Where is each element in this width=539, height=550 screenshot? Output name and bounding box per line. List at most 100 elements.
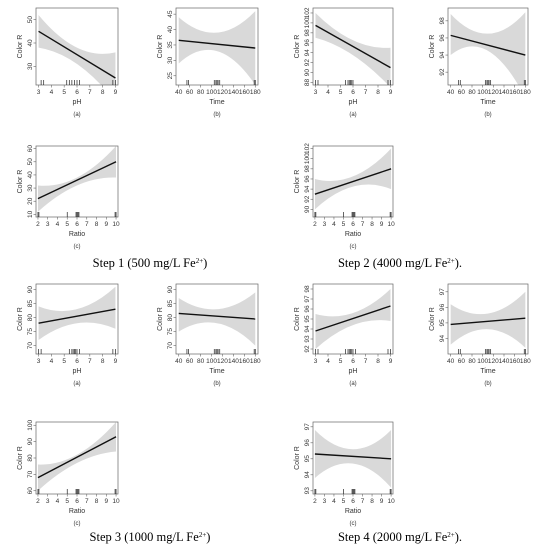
panel-sublabel: (b)	[484, 112, 491, 118]
x-tick-label: 3	[314, 358, 318, 365]
y-tick-label: 35	[167, 41, 174, 49]
x-tick-label: 4	[56, 221, 60, 228]
plot-area	[314, 148, 392, 210]
x-axis-title: pH	[73, 368, 82, 375]
x-tick-label: 40	[447, 89, 455, 96]
fitted-line	[38, 30, 116, 79]
y-tick-label: 40	[27, 39, 34, 47]
y-tick-label: 96	[304, 39, 311, 47]
x-tick-label: 5	[62, 89, 66, 96]
step-3-caption: Step 3 (1000 mg/L Fe2+)	[90, 530, 211, 544]
plot-area	[450, 12, 526, 85]
x-tick-label: 180	[520, 358, 531, 365]
y-axis-title: Color R	[429, 35, 436, 59]
x-tick-label: 7	[364, 358, 368, 365]
confidence-band	[38, 15, 116, 85]
x-tick-label: 10	[387, 221, 395, 228]
chart-panel-7: 3 4 5 6 7 8 9 70 75 80 85 90 pH Color R (a)	[17, 283, 119, 387]
plot-area	[38, 286, 116, 340]
x-tick-label: 9	[380, 221, 384, 228]
x-tick-label: 40	[447, 358, 455, 365]
x-tick-label: 2	[36, 498, 40, 505]
y-tick-label: 90	[27, 286, 34, 294]
plot-area	[38, 15, 116, 85]
y-tick-label: 96	[304, 305, 311, 313]
y-tick-label: 96	[439, 34, 446, 42]
confidence-band	[37, 146, 117, 212]
y-tick-label: 95	[304, 315, 311, 323]
y-tick-label: 30	[167, 56, 174, 64]
fitted-line	[450, 317, 526, 326]
y-axis-title: Color R	[294, 307, 301, 331]
y-tick-label: 96	[304, 439, 311, 447]
fitted-line	[178, 312, 256, 320]
x-tick-label: 100	[477, 89, 488, 96]
y-tick-label: 94	[304, 185, 311, 193]
y-tick-label: 98	[439, 17, 446, 25]
x-tick-label: 4	[56, 498, 60, 505]
y-tick-label: 90	[304, 205, 311, 213]
x-tick-label: 5	[342, 498, 346, 505]
x-axis-title: Time	[209, 368, 224, 375]
y-tick-label: 102	[304, 7, 311, 18]
y-tick-label: 85	[167, 300, 174, 308]
panel-sublabel: (b)	[213, 112, 220, 118]
x-tick-label: 4	[332, 221, 336, 228]
x-tick-label: 100	[206, 358, 217, 365]
x-tick-label: 6	[75, 498, 79, 505]
x-tick-label: 9	[114, 358, 118, 365]
fitted-line	[38, 308, 116, 324]
x-tick-label: 60	[186, 89, 194, 96]
x-tick-label: 8	[376, 358, 380, 365]
y-tick-label: 88	[304, 79, 311, 87]
confidence-band	[178, 292, 256, 346]
y-tick-label: 70	[27, 470, 34, 478]
x-tick-label: 60	[458, 89, 466, 96]
y-tick-label: 98	[304, 29, 311, 37]
confidence-band	[314, 430, 392, 488]
x-tick-label: 180	[520, 89, 531, 96]
x-tick-label: 5	[65, 221, 69, 228]
x-tick-label: 6	[75, 358, 79, 365]
y-tick-label: 40	[167, 26, 174, 34]
panel-sublabel: (b)	[213, 381, 220, 387]
y-tick-label: 96	[439, 303, 446, 311]
x-axis-title: Ratio	[345, 508, 361, 515]
x-tick-label: 6	[75, 89, 79, 96]
x-tick-label: 10	[112, 498, 120, 505]
chart-panel-1: 3 4 5 6 7 8 9 30 40 50 pH Color R (a)	[17, 7, 119, 118]
chart-panel-9: 3 4 5 6 7 8 9 92 93 94 95 96 97 98 pH Color R (a)	[294, 283, 394, 387]
x-tick-label: 7	[88, 358, 92, 365]
y-tick-label: 92	[304, 345, 311, 353]
y-tick-label: 25	[167, 72, 174, 80]
confidence-band	[450, 12, 526, 85]
y-tick-label: 75	[27, 328, 34, 336]
y-axis-title: Color R	[294, 170, 301, 194]
x-axis-title: pH	[73, 99, 82, 106]
fitted-line	[315, 305, 391, 332]
x-tick-label: 3	[323, 498, 327, 505]
x-tick-label: 180	[250, 89, 261, 96]
plot-area	[37, 146, 117, 212]
x-tick-label: 180	[250, 358, 261, 365]
y-tick-label: 92	[304, 59, 311, 67]
y-tick-label: 80	[27, 454, 34, 462]
fitted-line	[450, 34, 526, 56]
x-tick-label: 9	[380, 498, 384, 505]
x-tick-label: 80	[197, 89, 205, 96]
x-tick-label: 160	[239, 89, 250, 96]
x-tick-label: 6	[351, 358, 355, 365]
x-tick-label: 120	[217, 358, 228, 365]
x-tick-label: 8	[101, 89, 105, 96]
y-tick-label: 92	[439, 68, 446, 76]
x-axis-title: pH	[349, 368, 358, 375]
step-4-caption: Step 4 (2000 mg/L Fe2+).	[338, 530, 462, 544]
y-tick-label: 10	[27, 210, 34, 218]
confidence-band	[38, 286, 116, 340]
y-tick-label: 100	[304, 17, 311, 28]
y-tick-label: 94	[439, 51, 446, 59]
x-axis-title: Ratio	[69, 231, 85, 238]
y-axis-title: Color R	[429, 307, 436, 331]
